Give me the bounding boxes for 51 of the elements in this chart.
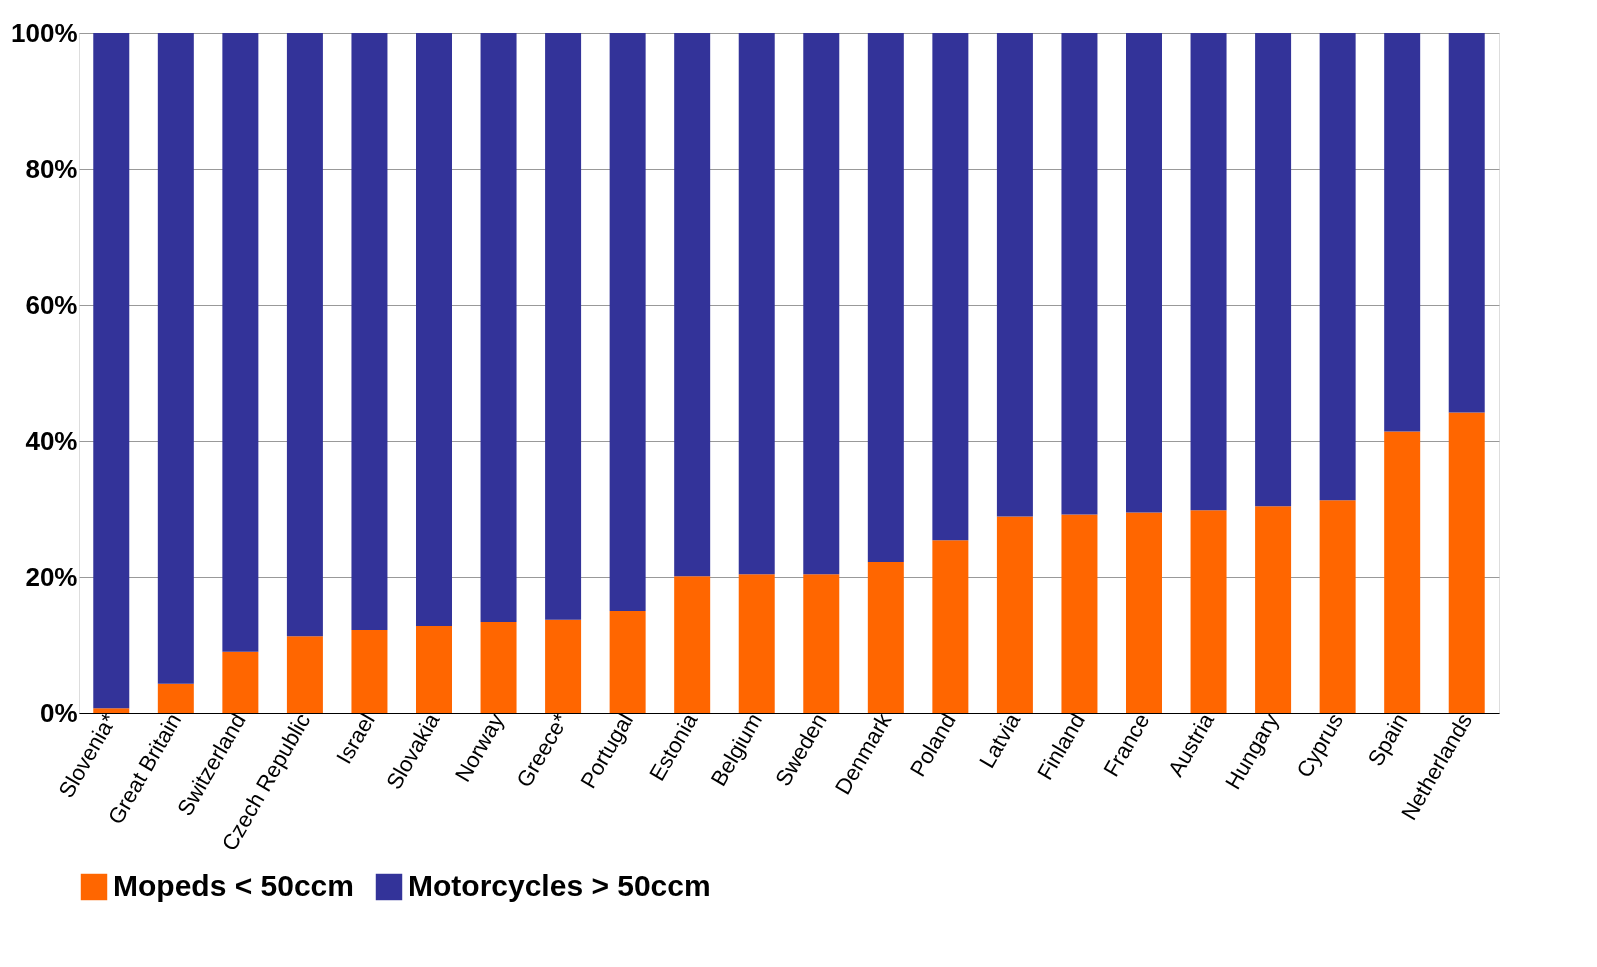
legend-label: Motorcycles > 50ccm — [408, 869, 711, 902]
y-tick-label: 100% — [11, 17, 78, 48]
bar — [1384, 33, 1421, 432]
bar — [222, 33, 259, 652]
bar — [157, 683, 194, 713]
bar — [803, 574, 840, 713]
bar — [932, 33, 969, 541]
bar — [1319, 500, 1356, 713]
bar — [416, 33, 452, 626]
bar — [1255, 33, 1292, 507]
bar — [738, 574, 775, 713]
y-tick-label: 40% — [25, 425, 78, 456]
bar — [545, 619, 582, 713]
y-tick-label: 20% — [25, 561, 78, 592]
bar — [545, 33, 582, 620]
bar — [222, 651, 259, 713]
bar — [286, 33, 323, 637]
bar — [1448, 33, 1485, 413]
bar — [1061, 33, 1098, 515]
bar — [157, 33, 194, 684]
bar — [867, 33, 904, 563]
bar — [996, 516, 1033, 713]
y-tick-label: 60% — [25, 289, 78, 320]
bar — [480, 621, 517, 713]
bar — [480, 33, 517, 622]
bar — [93, 33, 130, 709]
bar — [1384, 431, 1421, 713]
bar — [286, 636, 323, 713]
bar — [609, 33, 646, 611]
bar — [738, 33, 775, 575]
bar — [932, 540, 969, 713]
bar — [1319, 33, 1356, 501]
bar — [1190, 33, 1227, 511]
legend-label: Mopeds < 50ccm — [113, 869, 354, 902]
bar — [351, 630, 388, 713]
bar — [1061, 514, 1098, 713]
bar — [674, 33, 711, 577]
bar — [674, 576, 711, 713]
bar — [1126, 512, 1162, 713]
bar — [1190, 510, 1227, 713]
bar — [351, 33, 388, 631]
bar — [803, 33, 840, 575]
bar — [1126, 33, 1162, 513]
bar — [93, 708, 130, 713]
y-tick-label: 80% — [25, 153, 78, 184]
bar — [609, 611, 646, 713]
bar — [867, 562, 904, 713]
bar — [1448, 412, 1485, 713]
bar — [416, 625, 452, 713]
bar — [996, 33, 1033, 517]
bar — [1255, 506, 1292, 713]
